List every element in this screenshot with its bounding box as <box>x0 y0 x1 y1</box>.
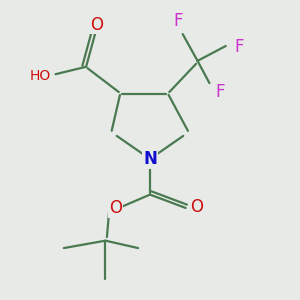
Text: F: F <box>234 38 244 56</box>
Text: O: O <box>190 198 203 216</box>
Text: F: F <box>173 12 183 30</box>
Text: O: O <box>109 199 122 217</box>
Text: O: O <box>90 16 103 34</box>
Text: N: N <box>143 150 157 168</box>
Text: HO: HO <box>30 69 51 83</box>
Text: F: F <box>215 83 225 101</box>
